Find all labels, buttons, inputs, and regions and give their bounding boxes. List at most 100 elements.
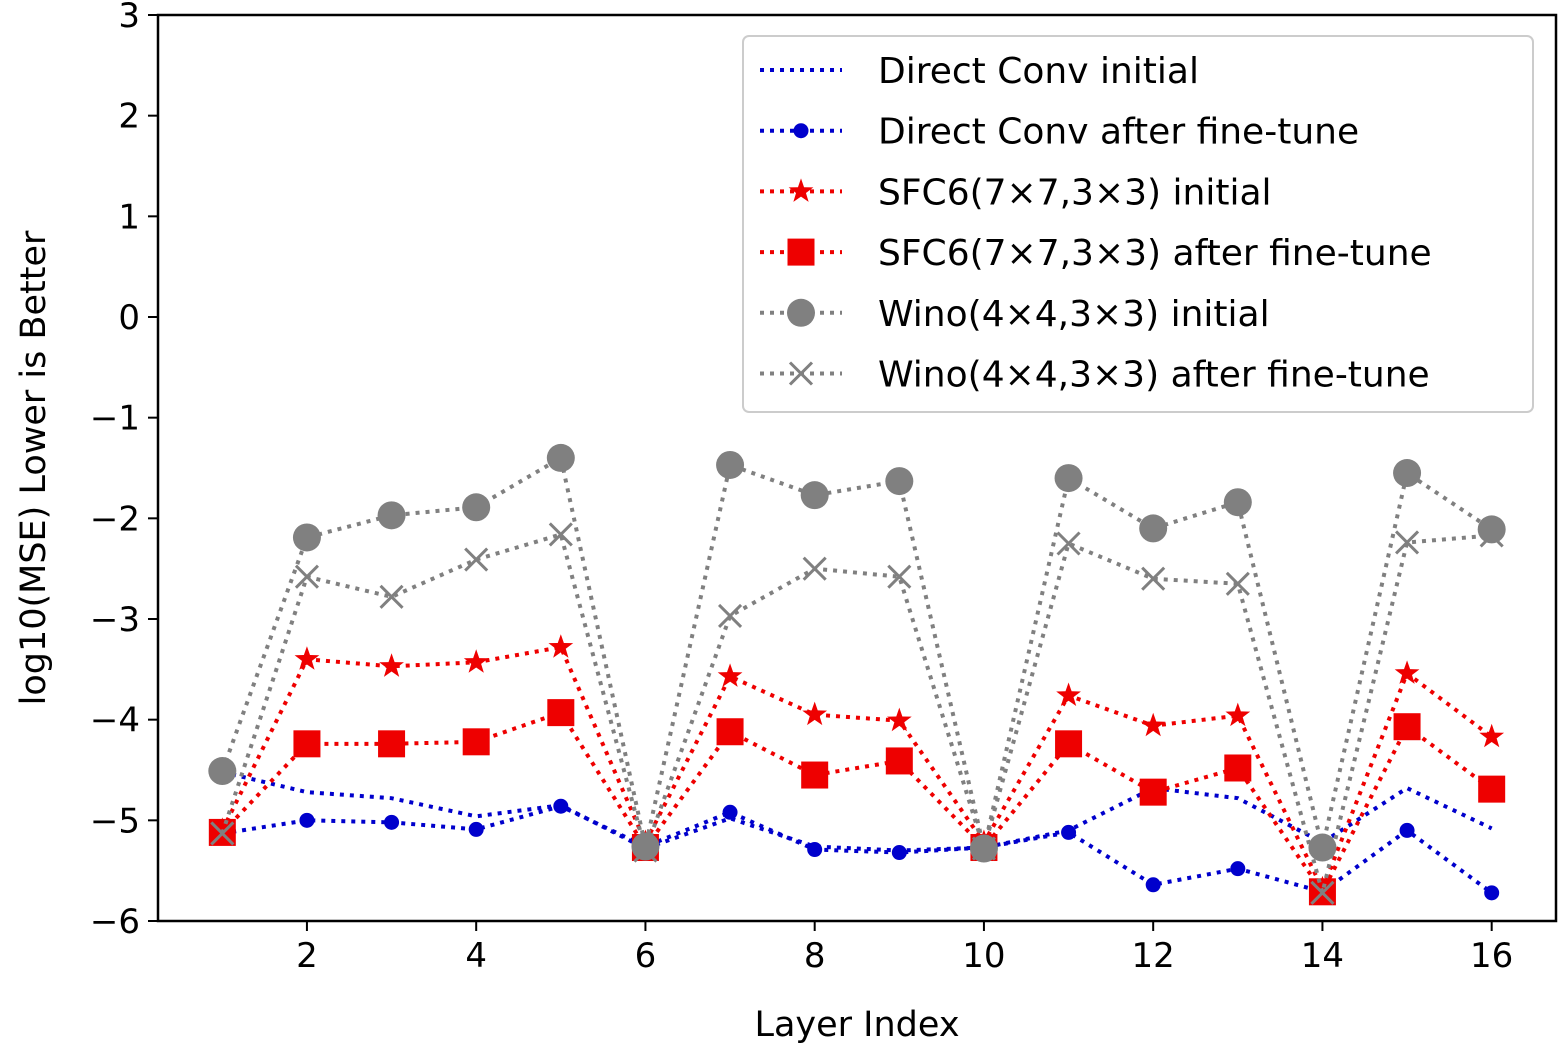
legend-entry: SFC6(7×7,3×3) initial xyxy=(760,172,1272,213)
data-point xyxy=(802,556,827,581)
data-point xyxy=(377,501,406,530)
series-line xyxy=(220,710,1493,896)
x-tick-label: 16 xyxy=(1470,936,1513,976)
data-point xyxy=(1394,660,1420,684)
data-point xyxy=(800,481,829,510)
legend-entry: Direct Conv after fine-tune xyxy=(760,112,1359,153)
y-tick-label: −2 xyxy=(90,499,140,539)
data-point xyxy=(462,728,490,756)
data-point xyxy=(886,707,912,732)
legend-label: Direct Conv initial xyxy=(878,51,1199,92)
data-point xyxy=(293,730,321,758)
y-axis: 3 2 1 0 −1 −2 −3 −4 −5 −6 xyxy=(90,0,158,942)
x-tick-label: 14 xyxy=(1301,936,1344,976)
data-point xyxy=(553,798,569,814)
data-point xyxy=(1310,880,1335,905)
data-point xyxy=(716,450,745,479)
data-point xyxy=(633,838,658,863)
plot-area xyxy=(208,443,1506,906)
legend-box xyxy=(742,35,1534,413)
series-line xyxy=(220,644,1493,894)
data-point xyxy=(885,747,913,775)
data-point xyxy=(717,663,743,687)
y-tick-label: −3 xyxy=(90,600,140,640)
legend-label: Wino(4×4,3×3) initial xyxy=(878,294,1270,335)
data-point xyxy=(1223,488,1252,517)
legend-entry: Wino(4×4,3×3) initial xyxy=(760,294,1270,335)
data-point xyxy=(379,653,404,677)
data-point xyxy=(1061,824,1077,840)
legend-entry: Wino(4×4,3×3) after fine-tune xyxy=(760,355,1430,396)
data-point xyxy=(891,845,907,861)
data-point xyxy=(1145,877,1161,893)
legend-label: SFC6(7×7,3×3) initial xyxy=(878,172,1272,213)
data-point xyxy=(546,443,575,472)
data-point xyxy=(464,547,489,572)
data-point xyxy=(548,522,573,547)
data-point xyxy=(299,812,315,828)
data-point xyxy=(885,467,914,496)
data-point xyxy=(1054,464,1083,493)
data-point xyxy=(1225,702,1251,727)
y-axis-title: log10(MSE) Lower is Better xyxy=(14,230,54,705)
legend-entry: Direct Conv initial xyxy=(760,51,1199,92)
series-line xyxy=(221,770,1493,853)
data-point xyxy=(208,757,237,786)
y-tick-label: −5 xyxy=(90,801,140,841)
data-point xyxy=(971,836,996,861)
x-tick-label: 2 xyxy=(296,936,318,976)
x-axis: 2 4 6 8 10 12 14 16 xyxy=(296,921,1513,976)
data-point xyxy=(1399,822,1415,838)
data-point xyxy=(807,842,823,858)
data-point xyxy=(294,564,319,589)
data-point xyxy=(1139,514,1168,543)
y-tick-label: 3 xyxy=(118,0,140,36)
data-point xyxy=(887,564,912,589)
data-point xyxy=(1056,682,1081,707)
series-square xyxy=(208,699,1506,906)
data-point xyxy=(384,814,400,830)
series-circle xyxy=(208,443,1506,863)
legend-entry: SFC6(7×7,3×3) after fine-tune xyxy=(760,233,1432,274)
data-point xyxy=(1479,523,1504,548)
axes-frame xyxy=(156,13,1558,923)
data-point xyxy=(1393,713,1421,741)
data-point xyxy=(1479,723,1505,748)
x-axis-title: Layer Index xyxy=(754,1005,959,1045)
legend-entries: Direct Conv initial Direct Conv after fin… xyxy=(760,51,1432,396)
data-point xyxy=(1225,571,1250,596)
data-point xyxy=(1478,775,1506,803)
data-point xyxy=(463,649,489,673)
legend-marker xyxy=(788,361,814,386)
data-point xyxy=(210,821,235,846)
x-tick-label: 12 xyxy=(1132,936,1175,976)
x-tick-label: 4 xyxy=(465,936,487,976)
data-point xyxy=(292,523,321,552)
data-point xyxy=(1224,754,1252,782)
x-tick-label: 6 xyxy=(635,936,657,976)
y-tick-label: 0 xyxy=(118,298,140,338)
y-tick-label: 1 xyxy=(118,197,140,237)
legend-marker xyxy=(787,238,815,266)
data-point xyxy=(547,699,575,727)
data-point xyxy=(1140,712,1166,737)
data-point xyxy=(468,821,484,837)
legend-label: SFC6(7×7,3×3) after fine-tune xyxy=(878,233,1432,274)
data-point xyxy=(1230,861,1246,877)
data-point xyxy=(548,634,574,658)
data-point xyxy=(379,584,404,609)
series-x xyxy=(210,522,1504,905)
series-line xyxy=(220,454,1493,849)
data-point xyxy=(716,718,744,746)
legend-label: Wino(4×4,3×3) after fine-tune xyxy=(878,355,1430,396)
data-point xyxy=(718,603,743,629)
data-point xyxy=(1393,459,1422,488)
series-line xyxy=(222,804,1493,895)
data-point xyxy=(801,761,829,789)
y-tick-label: 2 xyxy=(118,97,140,137)
data-point xyxy=(1141,566,1166,591)
data-point xyxy=(1055,730,1083,758)
x-tick-label: 10 xyxy=(962,936,1005,976)
legend: Direct Conv initial Direct Conv after fin… xyxy=(742,35,1534,413)
